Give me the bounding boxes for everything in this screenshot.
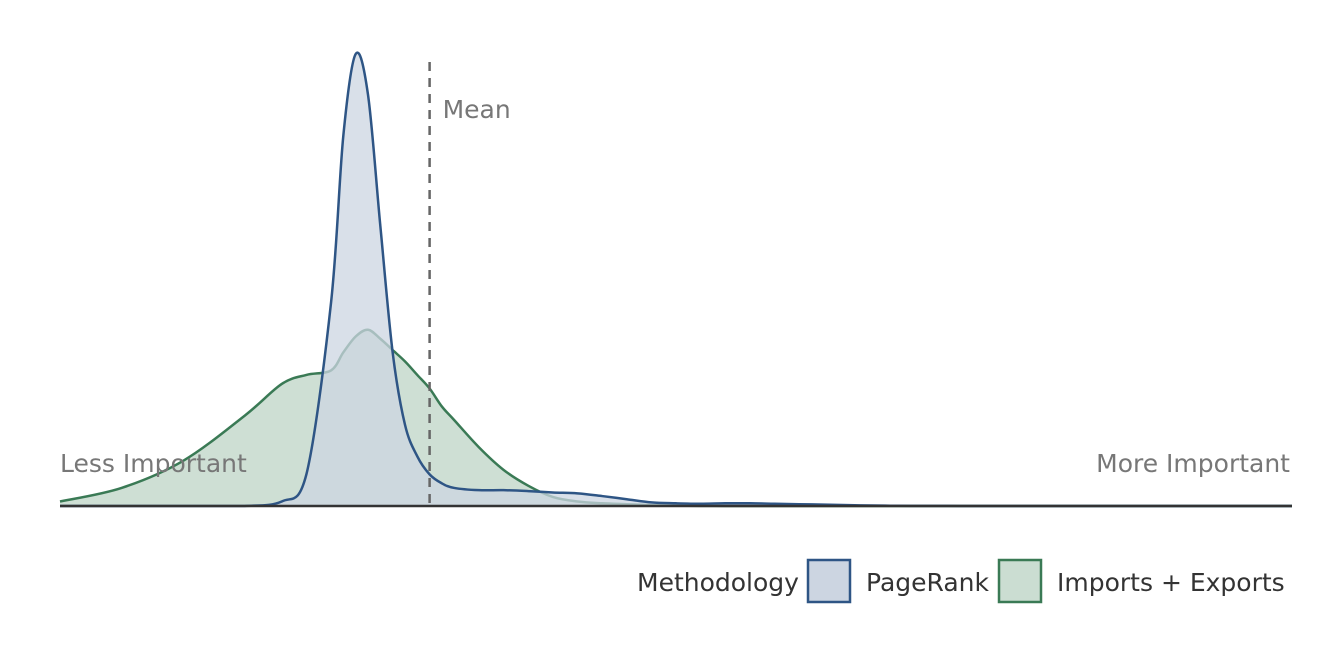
legend-title: Methodology — [637, 568, 799, 597]
less-important-label: Less Important — [60, 449, 247, 478]
series-area-pagerank — [60, 52, 1292, 506]
legend-swatch-imports-exports — [997, 558, 1043, 604]
legend-swatch-pagerank — [806, 558, 852, 604]
mean-label: Mean — [443, 95, 511, 124]
density-areas — [59, 51, 1292, 508]
legend-label-pagerank: PageRank — [866, 568, 990, 597]
series-area-imports-exports — [60, 329, 1292, 506]
legend-label-imports-exports: Imports + Exports — [1057, 568, 1285, 597]
legend: Methodology PageRank Imports + Exports — [637, 558, 1285, 604]
more-important-label: More Important — [1096, 449, 1290, 478]
